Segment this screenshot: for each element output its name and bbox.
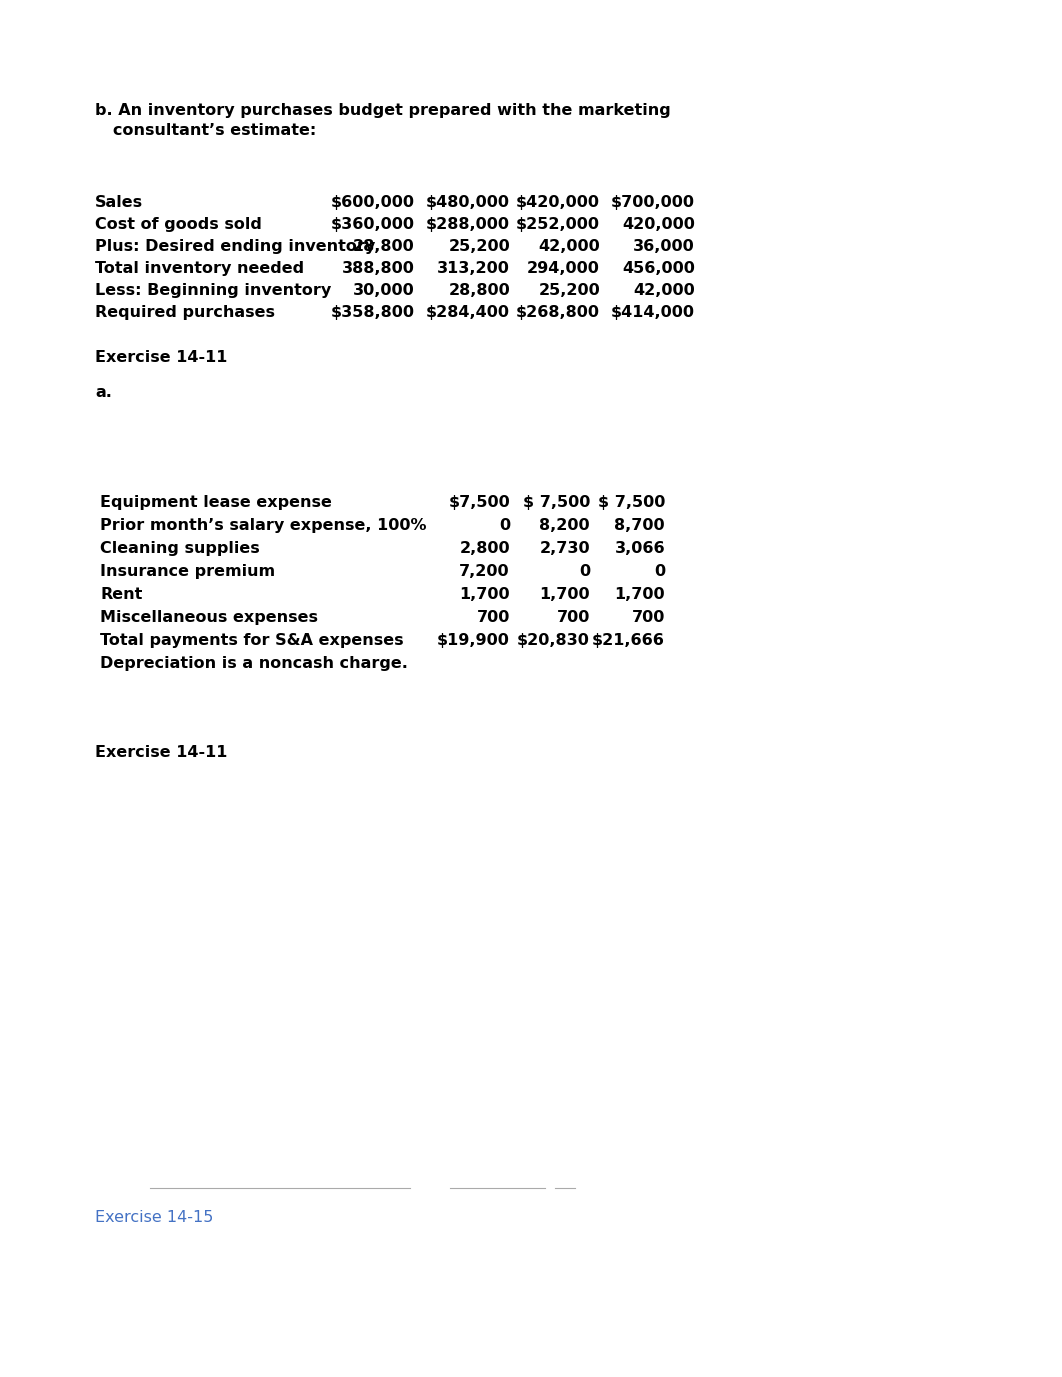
Text: 1,700: 1,700 — [460, 587, 510, 602]
Text: 0: 0 — [579, 565, 590, 578]
Text: b. An inventory purchases budget prepared with the marketing: b. An inventory purchases budget prepare… — [95, 103, 671, 118]
Text: Equipment lease expense: Equipment lease expense — [100, 494, 331, 509]
Text: 700: 700 — [632, 610, 665, 625]
Text: 42,000: 42,000 — [538, 240, 600, 253]
Text: 25,200: 25,200 — [448, 240, 510, 253]
Text: 1,700: 1,700 — [615, 587, 665, 602]
Text: Cost of goods sold: Cost of goods sold — [95, 218, 262, 231]
Text: Exercise 14-11: Exercise 14-11 — [95, 350, 227, 365]
Text: 25,200: 25,200 — [538, 284, 600, 297]
Text: Less: Beginning inventory: Less: Beginning inventory — [95, 284, 331, 297]
Text: 2,730: 2,730 — [539, 541, 590, 556]
Text: Prior month’s salary expense, 100%: Prior month’s salary expense, 100% — [100, 518, 427, 533]
Text: 8,200: 8,200 — [539, 518, 590, 533]
Text: $7,500: $7,500 — [448, 494, 510, 509]
Text: 388,800: 388,800 — [342, 262, 415, 275]
Text: 456,000: 456,000 — [622, 262, 695, 275]
Text: 420,000: 420,000 — [622, 218, 695, 231]
Text: 3,066: 3,066 — [615, 541, 665, 556]
Text: Total inventory needed: Total inventory needed — [95, 262, 304, 275]
Text: 28,800: 28,800 — [354, 240, 415, 253]
Text: $252,000: $252,000 — [516, 218, 600, 231]
Text: 0: 0 — [654, 565, 665, 578]
Text: Exercise 14-15: Exercise 14-15 — [95, 1210, 213, 1226]
Text: 30,000: 30,000 — [354, 284, 415, 297]
Text: $268,800: $268,800 — [516, 304, 600, 319]
Text: Total payments for S&A expenses: Total payments for S&A expenses — [100, 633, 404, 649]
Text: 2,800: 2,800 — [460, 541, 510, 556]
Text: Miscellaneous expenses: Miscellaneous expenses — [100, 610, 318, 625]
Text: Plus: Desired ending inventory: Plus: Desired ending inventory — [95, 240, 375, 253]
Text: $358,800: $358,800 — [331, 304, 415, 319]
Text: 1,700: 1,700 — [539, 587, 590, 602]
Text: $ 7,500: $ 7,500 — [598, 494, 665, 509]
Text: a.: a. — [95, 386, 112, 399]
Text: $21,666: $21,666 — [593, 633, 665, 649]
Text: $420,000: $420,000 — [516, 196, 600, 211]
Text: 0: 0 — [499, 518, 510, 533]
Text: $ 7,500: $ 7,500 — [523, 494, 590, 509]
Text: 700: 700 — [477, 610, 510, 625]
Text: Sales: Sales — [95, 196, 143, 211]
Text: 42,000: 42,000 — [633, 284, 695, 297]
Text: 313,200: 313,200 — [438, 262, 510, 275]
Text: 294,000: 294,000 — [527, 262, 600, 275]
Text: $284,400: $284,400 — [426, 304, 510, 319]
Text: Cleaning supplies: Cleaning supplies — [100, 541, 260, 556]
Text: 7,200: 7,200 — [460, 565, 510, 578]
Text: 700: 700 — [556, 610, 590, 625]
Text: 28,800: 28,800 — [448, 284, 510, 297]
Text: $480,000: $480,000 — [426, 196, 510, 211]
Text: Insurance premium: Insurance premium — [100, 565, 275, 578]
Text: consultant’s estimate:: consultant’s estimate: — [113, 123, 316, 138]
Text: 8,700: 8,700 — [615, 518, 665, 533]
Text: Required purchases: Required purchases — [95, 304, 275, 319]
Text: $700,000: $700,000 — [611, 196, 695, 211]
Text: Depreciation is a noncash charge.: Depreciation is a noncash charge. — [100, 655, 408, 671]
Text: $360,000: $360,000 — [331, 218, 415, 231]
Text: Exercise 14-11: Exercise 14-11 — [95, 745, 227, 760]
Text: $19,900: $19,900 — [438, 633, 510, 649]
Text: $414,000: $414,000 — [611, 304, 695, 319]
Text: Rent: Rent — [100, 587, 142, 602]
Text: $288,000: $288,000 — [426, 218, 510, 231]
Text: $20,830: $20,830 — [517, 633, 590, 649]
Text: $600,000: $600,000 — [331, 196, 415, 211]
Text: 36,000: 36,000 — [633, 240, 695, 253]
